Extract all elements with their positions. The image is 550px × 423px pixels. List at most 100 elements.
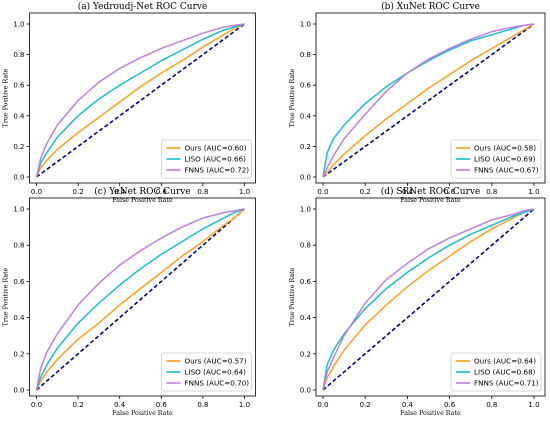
x-tick-label: 1.0 — [528, 401, 539, 409]
legend-box — [161, 139, 252, 179]
y-tick-label: 1.0 — [13, 206, 24, 214]
legend-entry: FNNS (AUC=0.71) — [474, 379, 539, 388]
legend-entry: LISO (AUC=0.64) — [185, 368, 247, 377]
y-axis-label: True Positive Rate — [289, 68, 296, 127]
roc-panel-1: (b) XuNet ROC Curve 0.0 0.2 0.4 0.6 0.8 1.0 0.0… — [289, 1, 546, 204]
x-tick-label: 0.2 — [360, 188, 371, 196]
legend-box — [450, 352, 542, 392]
x-tick-label: 0.6 — [444, 188, 456, 196]
roc-series-line-1 — [322, 208, 535, 391]
y-tick-label: 0.6 — [300, 278, 312, 286]
y-tick-label: 0.8 — [13, 51, 24, 59]
legend-entry: LISO (AUC=0.66) — [185, 155, 247, 164]
y-tick-label: 0.6 — [13, 82, 25, 90]
y-tick-label: 0.4 — [300, 112, 312, 120]
x-tick-label: 0.8 — [197, 401, 208, 409]
panel-title: (c) YeNet ROC Curve — [94, 186, 190, 197]
legend-entry: LISO (AUC=0.68) — [474, 368, 536, 377]
x-tick-label: 0.6 — [156, 188, 168, 196]
roc-panel-3: (d) SRNet ROC Curve 0.0 0.2 0.4 0.6 0.8 1.0 0.0… — [289, 186, 546, 417]
y-tick-label: 0.0 — [13, 387, 24, 395]
y-tick-label: 0.8 — [13, 242, 24, 250]
y-tick-label: 0.4 — [300, 314, 312, 322]
x-tick-label: 0.0 — [317, 401, 328, 409]
legend-box — [450, 139, 542, 179]
x-tick-label: 0.8 — [486, 188, 497, 196]
legend: Ours (AUC=0.60) LISO (AUC=0.66) FNNS (AUC=… — [161, 139, 252, 179]
x-tick-label: 0.2 — [73, 401, 84, 409]
x-axis-label: False Positive Rate — [112, 197, 173, 204]
x-tick-label: 1.0 — [239, 401, 250, 409]
chance-diagonal — [36, 23, 245, 178]
x-tick-label: 0.4 — [402, 188, 414, 196]
panel-title: (d) SRNet ROC Curve — [381, 186, 481, 197]
y-tick-label: 1.0 — [300, 21, 311, 29]
x-tick-label: 0.4 — [114, 188, 126, 196]
roc-series-line-2 — [35, 208, 245, 391]
legend-entry: Ours (AUC=0.64) — [474, 357, 536, 366]
legend-entry: Ours (AUC=0.58) — [474, 144, 536, 153]
axes-frame — [29, 197, 256, 397]
roc-series-line-2 — [35, 23, 245, 178]
roc-series-line-0 — [35, 23, 245, 178]
y-tick-label: 0.0 — [300, 387, 311, 395]
y-axis-label: True Positive Rate — [289, 267, 296, 326]
y-tick-label: 0.8 — [300, 242, 311, 250]
chance-diagonal — [35, 208, 246, 391]
roc-series-line-0 — [35, 208, 245, 391]
x-tick-label: 0.4 — [114, 401, 126, 409]
axes-frame — [29, 12, 256, 184]
x-tick-label: 0.0 — [317, 188, 328, 196]
legend-entry: FNNS (AUC=0.67) — [474, 166, 539, 175]
x-tick-label: 0.6 — [156, 401, 168, 409]
y-tick-label: 0.8 — [300, 51, 311, 59]
x-tick-label: 0.4 — [402, 401, 414, 409]
roc-series-line-0 — [322, 208, 535, 391]
roc-series-line-2 — [322, 23, 535, 178]
y-tick-label: 0.2 — [13, 143, 24, 151]
y-tick-label: 0.2 — [300, 143, 311, 151]
y-tick-label: 0.2 — [300, 350, 311, 358]
x-tick-label: 1.0 — [528, 188, 539, 196]
x-tick-label: 0.0 — [31, 188, 42, 196]
panel-title: (b) XuNet ROC Curve — [381, 1, 480, 12]
y-axis-label: True Positive Rate — [3, 68, 10, 127]
legend-box — [161, 352, 252, 392]
panel-title: (a) Yedroudj-Net ROC Curve — [78, 1, 208, 12]
y-tick-label: 0.2 — [13, 350, 24, 358]
legend: Ours (AUC=0.64) LISO (AUC=0.68) FNNS (AUC=… — [450, 352, 542, 392]
chance-diagonal — [322, 208, 535, 391]
legend-entry: LISO (AUC=0.69) — [474, 155, 536, 164]
legend: Ours (AUC=0.57) LISO (AUC=0.64) FNNS (AUC=… — [161, 352, 252, 392]
x-tick-label: 0.2 — [73, 188, 84, 196]
legend-entry: FNNS (AUC=0.72) — [185, 166, 250, 175]
roc-series-line-2 — [322, 208, 535, 391]
y-tick-label: 0.0 — [13, 174, 24, 182]
y-tick-label: 0.6 — [300, 82, 312, 90]
x-tick-label: 0.0 — [31, 401, 42, 409]
legend-entry: Ours (AUC=0.57) — [185, 357, 247, 366]
legend: Ours (AUC=0.58) LISO (AUC=0.69) FNNS (AUC=… — [450, 139, 542, 179]
axes-frame — [315, 12, 546, 184]
roc-series-line-0 — [322, 23, 535, 178]
x-axis-label: False Positive Rate — [400, 410, 461, 417]
x-tick-label: 0.8 — [197, 188, 208, 196]
roc-series-line-1 — [35, 208, 245, 391]
y-tick-label: 0.4 — [13, 314, 25, 322]
x-axis-label: False Positive Rate — [400, 197, 461, 204]
x-tick-label: 0.2 — [360, 401, 371, 409]
x-tick-label: 0.8 — [486, 401, 497, 409]
y-tick-label: 0.4 — [13, 112, 25, 120]
legend-entry: Ours (AUC=0.60) — [185, 144, 247, 153]
y-tick-label: 1.0 — [300, 206, 311, 214]
chance-diagonal — [322, 23, 535, 178]
x-tick-label: 0.6 — [444, 401, 456, 409]
x-tick-label: 1.0 — [239, 188, 250, 196]
legend-entry: FNNS (AUC=0.70) — [185, 379, 250, 388]
roc-series-line-1 — [35, 23, 245, 178]
y-tick-label: 0.0 — [300, 174, 311, 182]
y-tick-label: 1.0 — [13, 21, 24, 29]
y-axis-label: True Positive Rate — [3, 267, 10, 326]
roc-panel-0: (a) Yedroudj-Net ROC Curve 0.0 0.2 0.4 0.6 0.… — [3, 1, 256, 204]
